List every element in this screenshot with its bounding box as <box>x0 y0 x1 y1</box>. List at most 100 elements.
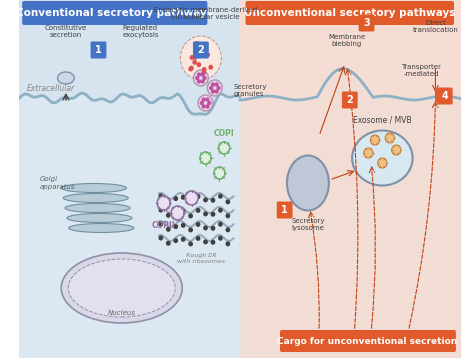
Circle shape <box>202 98 205 101</box>
Circle shape <box>182 223 185 227</box>
Text: Conventional secretory pathways: Conventional secretory pathways <box>16 8 213 18</box>
Circle shape <box>226 242 229 246</box>
Text: COPII: COPII <box>152 221 175 230</box>
Ellipse shape <box>352 131 412 185</box>
Circle shape <box>190 56 193 59</box>
Text: Membrane
blebbing: Membrane blebbing <box>328 34 365 47</box>
Circle shape <box>167 227 170 231</box>
Circle shape <box>211 90 214 93</box>
Circle shape <box>204 212 207 216</box>
Text: Secretory
lysosome: Secretory lysosome <box>291 218 325 231</box>
Circle shape <box>198 47 201 51</box>
Circle shape <box>201 80 204 83</box>
Circle shape <box>206 105 209 108</box>
Text: 3: 3 <box>363 18 370 28</box>
Circle shape <box>200 152 211 164</box>
Circle shape <box>159 208 163 212</box>
Circle shape <box>219 208 222 212</box>
Text: Exosome / MVB: Exosome / MVB <box>353 115 412 124</box>
Circle shape <box>195 42 199 45</box>
Circle shape <box>190 66 193 70</box>
FancyBboxPatch shape <box>359 15 374 32</box>
Circle shape <box>211 212 215 216</box>
Text: Regulated
exocytosis: Regulated exocytosis <box>122 25 159 38</box>
Circle shape <box>189 242 192 246</box>
FancyBboxPatch shape <box>277 202 292 218</box>
Circle shape <box>159 194 163 198</box>
FancyBboxPatch shape <box>342 92 358 108</box>
Circle shape <box>219 142 230 154</box>
Text: Golgi
apparatus: Golgi apparatus <box>40 176 75 190</box>
Circle shape <box>201 73 204 76</box>
Circle shape <box>157 196 170 210</box>
Circle shape <box>167 242 170 245</box>
Circle shape <box>196 77 199 79</box>
Circle shape <box>206 53 210 57</box>
FancyBboxPatch shape <box>246 1 454 25</box>
FancyBboxPatch shape <box>436 88 448 102</box>
Circle shape <box>202 68 206 71</box>
Text: 2: 2 <box>198 45 204 55</box>
Circle shape <box>211 227 215 230</box>
Circle shape <box>215 90 218 93</box>
Circle shape <box>385 133 394 143</box>
Circle shape <box>214 167 225 179</box>
Text: 4: 4 <box>441 91 448 101</box>
Circle shape <box>202 49 206 53</box>
Circle shape <box>182 237 185 241</box>
Circle shape <box>197 63 201 67</box>
Circle shape <box>219 236 222 240</box>
Text: 1: 1 <box>281 205 288 215</box>
Circle shape <box>208 80 222 96</box>
Ellipse shape <box>68 259 175 317</box>
Circle shape <box>209 66 212 69</box>
Circle shape <box>210 87 212 90</box>
Circle shape <box>364 148 373 158</box>
Circle shape <box>189 214 192 218</box>
Ellipse shape <box>67 213 132 223</box>
Circle shape <box>215 83 218 86</box>
Circle shape <box>196 223 200 226</box>
FancyBboxPatch shape <box>22 1 208 25</box>
Circle shape <box>196 195 200 198</box>
Circle shape <box>196 237 200 240</box>
FancyBboxPatch shape <box>240 0 461 358</box>
Text: Endocytic membrane-derived
intracellular vesicle: Endocytic membrane-derived intracellular… <box>154 7 257 20</box>
Circle shape <box>219 222 222 226</box>
Circle shape <box>204 198 207 202</box>
Text: Direct
translocation: Direct translocation <box>412 20 458 33</box>
Circle shape <box>217 87 220 90</box>
Circle shape <box>193 55 197 59</box>
Text: Secretory
granules: Secretory granules <box>234 83 267 97</box>
Circle shape <box>189 67 192 71</box>
Circle shape <box>226 214 229 218</box>
Circle shape <box>167 199 170 203</box>
Circle shape <box>211 241 215 244</box>
Ellipse shape <box>57 72 74 84</box>
Text: Transporter
-mediated: Transporter -mediated <box>401 63 441 77</box>
Ellipse shape <box>287 155 329 211</box>
FancyBboxPatch shape <box>280 330 456 352</box>
Circle shape <box>182 195 185 199</box>
Text: Rough ER
with ribosomes: Rough ER with ribosomes <box>177 253 225 264</box>
Circle shape <box>198 95 213 111</box>
Circle shape <box>219 194 222 198</box>
Ellipse shape <box>65 203 130 213</box>
Circle shape <box>198 73 201 76</box>
Circle shape <box>211 83 214 86</box>
Text: Unconventional secretory pathways: Unconventional secretory pathways <box>244 8 456 18</box>
Text: Constitutive
secretion: Constitutive secretion <box>45 25 87 38</box>
Circle shape <box>206 98 209 101</box>
FancyBboxPatch shape <box>19 0 240 358</box>
Circle shape <box>159 222 163 226</box>
Circle shape <box>182 209 185 213</box>
Text: Extracellular: Extracellular <box>27 83 75 92</box>
Circle shape <box>174 225 177 228</box>
Text: Nucleus: Nucleus <box>108 310 136 316</box>
Circle shape <box>202 105 205 108</box>
Ellipse shape <box>61 253 182 323</box>
Circle shape <box>171 206 184 220</box>
FancyBboxPatch shape <box>437 87 453 105</box>
Circle shape <box>174 197 177 200</box>
Circle shape <box>174 211 177 214</box>
